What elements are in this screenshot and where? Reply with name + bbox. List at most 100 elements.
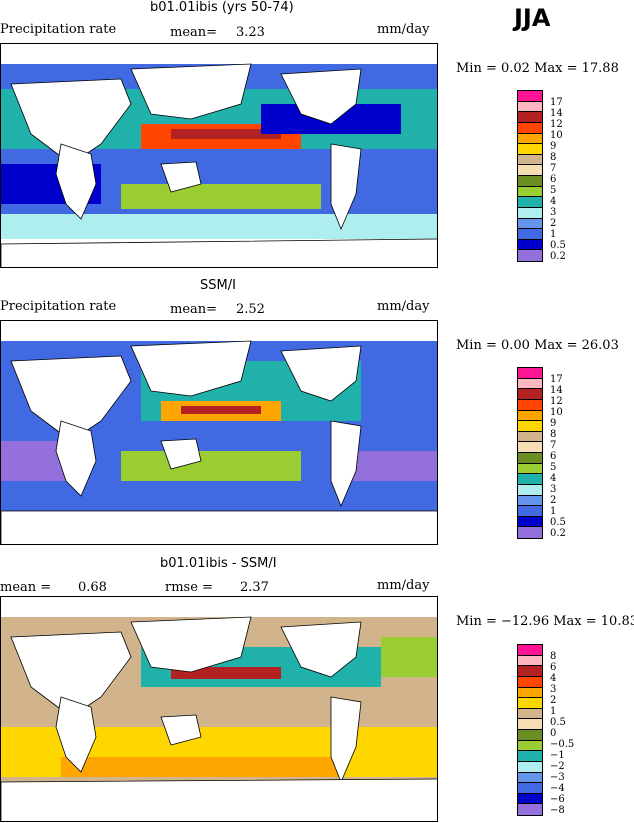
colorbar-level-label: 1 [550, 229, 557, 240]
panel-2-mean-label: mean= [170, 302, 218, 317]
panel-2-mean-value: 2.52 [236, 302, 265, 317]
panel-3-minmax: Min = −12.96 Max = 10.83 [456, 614, 634, 629]
colorbar-swatch [518, 229, 542, 240]
colorbar-level-label: 0.5 [550, 717, 566, 728]
colorbar-swatch [518, 495, 542, 507]
colorbar-level-label: 7 [550, 163, 557, 174]
colorbar-swatch [518, 453, 542, 464]
panel-1-minmax: Min = 0.02 Max = 17.88 [456, 61, 619, 76]
colorbar-swatch [518, 154, 542, 166]
colorbar-level-label: −4 [550, 783, 565, 794]
colorbar-level-label: 6 [550, 662, 557, 673]
panel-3-units: mm/day [377, 578, 430, 593]
colorbar-swatch [518, 527, 542, 538]
colorbar-swatch [518, 484, 542, 496]
colorbar-level-label: 17 [550, 97, 563, 108]
colorbar-swatch [518, 122, 542, 134]
colorbar-swatch [518, 687, 542, 699]
panel-3-rmse-label: rmse = [165, 580, 213, 595]
colorbar-swatch [518, 506, 542, 517]
panel-2-left-label: Precipitation rate [0, 299, 117, 314]
colorbar-swatch [518, 730, 542, 741]
colorbar-swatch [518, 516, 542, 528]
panel-2-colorbar-labels: 17 14 12 10 9 8 7 6 5 4 3 2 1 0.5 0.2 [550, 374, 566, 539]
colorbar-level-label: −0.5 [550, 739, 575, 750]
colorbar-swatch [518, 239, 542, 251]
colorbar-swatch [518, 645, 542, 656]
colorbar-level-label: 3 [550, 684, 557, 695]
colorbar-level-label: 0.2 [550, 251, 566, 262]
colorbar-level-label: 2 [550, 695, 557, 706]
colorbar-swatch [518, 112, 542, 123]
colorbar-swatch [518, 378, 542, 390]
colorbar-swatch [518, 399, 542, 411]
colorbar-swatch [518, 250, 542, 261]
colorbar-level-label: 1 [550, 706, 557, 717]
colorbar-level-label: 7 [550, 440, 557, 451]
panel-1-colorbar [517, 90, 543, 262]
colorbar-level-label: 3 [550, 484, 557, 495]
colorbar-level-label: 4 [550, 473, 557, 484]
colorbar-level-label: 0 [550, 728, 557, 739]
colorbar-swatch [518, 783, 542, 794]
colorbar-level-label: 5 [550, 462, 557, 473]
colorbar-level-label: 1 [550, 506, 557, 517]
panel-1-map [0, 43, 438, 268]
colorbar-level-label: 9 [550, 141, 557, 152]
colorbar-swatch [518, 793, 542, 805]
colorbar-swatch [518, 474, 542, 485]
colorbar-swatch [518, 761, 542, 773]
colorbar-level-label: 12 [550, 396, 563, 407]
colorbar-level-label: 14 [550, 385, 563, 396]
panel-2-units: mm/day [377, 299, 430, 314]
panel-1-colorbar-labels: 17 14 12 10 9 8 7 6 5 4 3 2 1 0.5 0.2 [550, 97, 566, 262]
panel-1-map-image [1, 63, 437, 267]
colorbar-level-label: 10 [550, 407, 563, 418]
colorbar-level-label: 8 [550, 651, 557, 662]
colorbar-swatch [518, 101, 542, 113]
colorbar-level-label: 10 [550, 130, 563, 141]
colorbar-level-label: 2 [550, 495, 557, 506]
colorbar-swatch [518, 655, 542, 667]
panel-1-title: b01.01ibis (yrs 50-74) [150, 0, 294, 15]
colorbar-level-label: 0.2 [550, 528, 566, 539]
colorbar-level-label: 0.5 [550, 517, 566, 528]
colorbar-swatch [518, 197, 542, 208]
colorbar-swatch [518, 666, 542, 677]
colorbar-swatch [518, 165, 542, 176]
colorbar-swatch [518, 676, 542, 688]
colorbar-level-label: 0.5 [550, 240, 566, 251]
colorbar-level-label: 5 [550, 185, 557, 196]
colorbar-level-label: 8 [550, 429, 557, 440]
colorbar-level-label: 4 [550, 673, 557, 684]
colorbar-level-label: −8 [550, 805, 565, 816]
panel-3-colorbar-labels: 8 6 4 3 2 1 0.5 0 −0.5 −1 −2 −3 −4 −6 −8 [550, 651, 574, 816]
colorbar-level-label: 3 [550, 207, 557, 218]
colorbar-swatch [518, 368, 542, 379]
colorbar-level-label: 4 [550, 196, 557, 207]
colorbar-swatch [518, 410, 542, 422]
panel-3-mean-value: 0.68 [78, 580, 107, 595]
colorbar-level-label: −2 [550, 761, 565, 772]
panel-3-title: b01.01ibis - SSM/I [160, 556, 277, 571]
colorbar-swatch [518, 144, 542, 155]
colorbar-swatch [518, 751, 542, 762]
colorbar-swatch [518, 719, 542, 730]
panel-1-mean-value: 3.23 [236, 25, 265, 40]
colorbar-swatch [518, 133, 542, 145]
panel-2-map-image [1, 340, 437, 544]
colorbar-level-label: 2 [550, 218, 557, 229]
panel-2-map [0, 320, 438, 545]
colorbar-level-label: 14 [550, 108, 563, 119]
panel-1-mean-label: mean= [170, 25, 218, 40]
colorbar-swatch [518, 176, 542, 187]
colorbar-swatch [518, 91, 542, 102]
colorbar-swatch [518, 740, 542, 752]
colorbar-level-label: −1 [550, 750, 565, 761]
colorbar-level-label: 12 [550, 119, 563, 130]
colorbar-swatch [518, 708, 542, 720]
colorbar-swatch [518, 389, 542, 400]
panel-1-units: mm/day [377, 22, 430, 37]
panel-3-mean-label: mean = [0, 580, 52, 595]
colorbar-swatch [518, 463, 542, 475]
